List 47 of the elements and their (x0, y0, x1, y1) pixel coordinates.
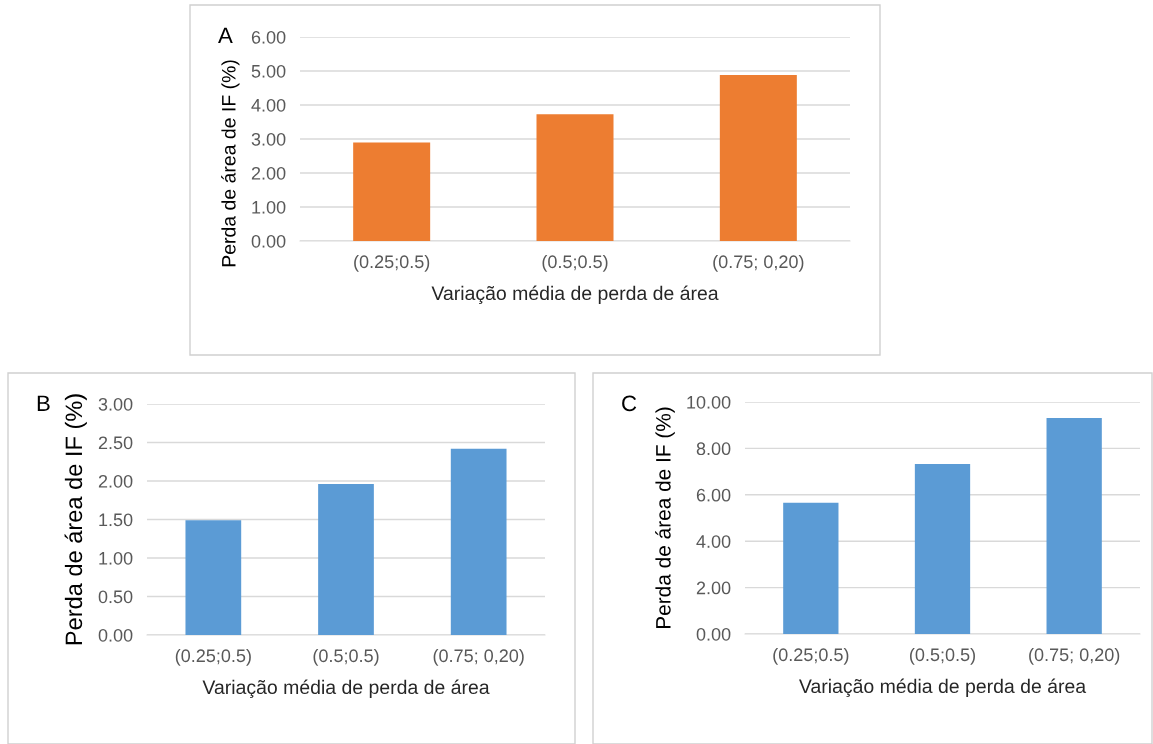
y-tick-label: 3.00 (98, 397, 133, 411)
y-axis-title: Perda de área de IF (%) (221, 60, 240, 267)
y-tick-label: 6.00 (696, 488, 731, 502)
y-tick-label: 0.00 (696, 627, 731, 641)
bar (1046, 418, 1102, 634)
bar (353, 142, 431, 241)
y-tick-label: 2.00 (696, 581, 731, 595)
y-tick-label: 10.00 (687, 395, 731, 409)
y-tick-label: 2.00 (98, 474, 133, 488)
bar (719, 75, 797, 241)
y-tick-label: 0.00 (98, 628, 133, 642)
x-tick-label: (0.5;0.5) (542, 254, 608, 272)
y-tick-label: 8.00 (696, 442, 731, 456)
x-tick-label: (0.5;0.5) (910, 647, 975, 665)
x-tick-label: (0.25;0.5) (773, 647, 849, 665)
y-tick-label: 4.00 (251, 98, 286, 112)
y-tick-label: 1.00 (99, 551, 133, 565)
x-axis-title: Variação média de perda de área (202, 679, 490, 699)
y-tick-label: 0.00 (251, 234, 286, 248)
bar (536, 114, 614, 241)
y-tick-label: 1.50 (99, 513, 133, 527)
bar (185, 520, 242, 635)
text: C (622, 395, 637, 412)
x-tick-label: (0.75; 0,20) (433, 648, 524, 666)
x-axis-title: Variação média de perda de área (431, 285, 719, 305)
y-tick-label: 0.50 (98, 590, 133, 604)
y-tick-label: 5.00 (251, 64, 286, 78)
bar (450, 448, 507, 635)
bar (783, 502, 839, 634)
y-axis-title: Perda de área de IF (%) (64, 394, 87, 645)
y-tick-label: 2.50 (98, 436, 133, 450)
y-tick-label: 2.00 (251, 166, 286, 180)
x-tick-label: (0.25;0.5) (354, 254, 430, 272)
x-axis-title: Variação média de perda de área (799, 678, 1087, 698)
y-tick-label: 3.00 (251, 132, 286, 146)
y-tick-label: 6.00 (251, 30, 286, 44)
y-tick-label: 1.00 (252, 200, 286, 214)
y-axis-title: Perda de área de IF (%) (655, 407, 675, 629)
y-tick-label: 4.00 (696, 535, 731, 548)
x-tick-label: (0.75; 0,20) (1029, 647, 1120, 665)
x-tick-label: (0.75; 0,20) (713, 254, 804, 272)
x-tick-label: (0.25;0.5) (175, 648, 251, 666)
bar (914, 463, 971, 634)
text: B (37, 395, 50, 411)
x-tick-label: (0.5;0.5) (313, 648, 379, 666)
bar (318, 484, 374, 635)
text: A (218, 27, 233, 43)
